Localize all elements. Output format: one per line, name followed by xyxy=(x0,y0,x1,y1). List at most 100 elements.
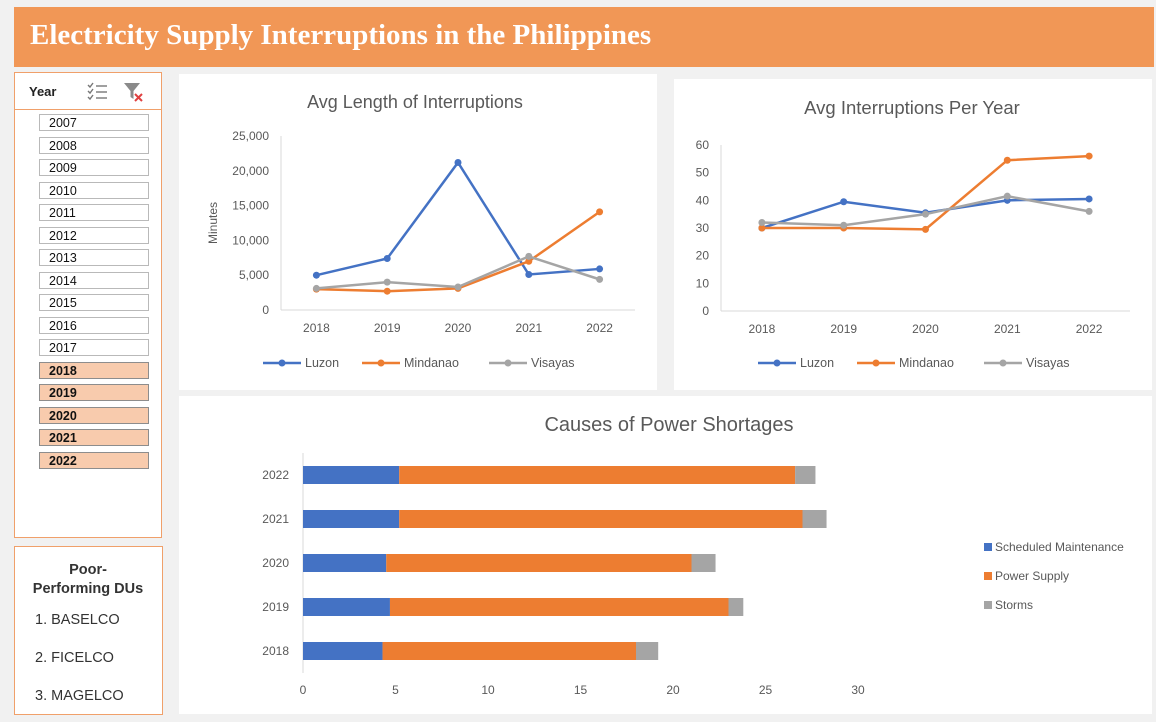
series-line-mindanao xyxy=(316,210,601,293)
du-item: 1. BASELCO xyxy=(35,612,120,628)
slicer-item-2014[interactable]: 2014 xyxy=(39,271,149,289)
year-slicer: Year 2007 2008 2009 2010 2011 2012 2013 2014 201… xyxy=(14,72,162,538)
bar-scheduled-maintenance xyxy=(303,466,400,484)
legend-swatch xyxy=(984,601,992,609)
slicer-item-2017[interactable]: 2017 xyxy=(39,339,149,356)
bar-storms xyxy=(728,598,744,616)
bar-power-supply xyxy=(382,642,636,660)
data-point-visayas xyxy=(596,275,604,283)
slicer-item-2009[interactable]: 2009 xyxy=(39,159,149,176)
slicer-item-2010[interactable]: 2010 xyxy=(39,181,149,199)
x-tick-label: 5 xyxy=(392,683,399,697)
bar-power-supply xyxy=(399,466,796,484)
x-tick-label: 2020 xyxy=(445,321,472,335)
data-point-visayas xyxy=(312,284,320,292)
data-point-visayas xyxy=(454,283,462,291)
du-title: Poor- Performing DUs xyxy=(15,561,161,599)
y-tick-label: 10,000 xyxy=(232,233,269,247)
legend-swatch xyxy=(984,543,992,551)
data-point-visayas xyxy=(525,252,533,260)
y-tick-label: 25,000 xyxy=(232,129,269,143)
data-point-luzon xyxy=(840,198,848,206)
avg-length-chart: Avg Length of Interruptions 0 5,000 10,000 1… xyxy=(206,92,635,370)
x-tick-label: 2018 xyxy=(303,321,330,335)
poor-performing-dus-box: Poor- Performing DUs 1. BASELCO 2. FICEL… xyxy=(14,546,163,715)
legend-swatch-marker xyxy=(872,359,880,367)
data-point-luzon xyxy=(1085,195,1093,203)
slicer-item-2019[interactable]: 2019 xyxy=(39,384,149,401)
chart-title: Avg Length of Interruptions xyxy=(307,92,523,112)
slicer-item-2011[interactable]: 2011 xyxy=(39,204,149,221)
slicer-item-2022[interactable]: 2022 xyxy=(39,451,149,469)
bar-scheduled-maintenance xyxy=(303,510,400,528)
legend-label-mindanao: Mindanao xyxy=(899,356,954,370)
y-tick-label: 30 xyxy=(696,221,710,235)
dashboard-title: Electricity Supply Interruptions in the … xyxy=(30,19,652,51)
slicer-label: Year xyxy=(29,84,57,99)
avg-interruptions-chart: Avg Interruptions Per Year 0 10 20 30 40 50 60 2… xyxy=(696,97,1130,370)
legend-swatch-marker xyxy=(999,359,1007,367)
slicer-item-2008[interactable]: 2008 xyxy=(39,136,149,154)
series-line-luzon xyxy=(316,160,600,277)
slicer-item-2016[interactable]: 2016 xyxy=(39,316,149,334)
legend-swatch-marker xyxy=(278,359,286,367)
y-tick-label: 40 xyxy=(696,193,710,207)
x-tick-label: 15 xyxy=(574,683,588,697)
avg-interruptions-chart-panel: Avg Interruptions Per Year 0 10 20 30 40 50 60 2… xyxy=(674,79,1152,390)
y-tick-label: 2019 xyxy=(262,600,289,614)
y-tick-label: 0 xyxy=(702,304,709,318)
legend-label-visayas: Visayas xyxy=(1026,356,1070,370)
du-title-line2: Performing DUs xyxy=(32,581,144,597)
x-tick-label: 2020 xyxy=(912,322,939,336)
bar-storms xyxy=(691,554,716,572)
x-tick-label: 2022 xyxy=(586,321,613,335)
y-tick-label: 5,000 xyxy=(239,268,269,282)
legend-swatch xyxy=(984,572,992,580)
y-axis-label: Minutes xyxy=(206,202,220,244)
y-tick-label: 20,000 xyxy=(232,164,269,178)
slicer-item-2020[interactable]: 2020 xyxy=(39,406,149,424)
legend-label-visayas: Visayas xyxy=(531,356,575,370)
data-point-luzon xyxy=(454,158,462,166)
data-point-mindanao xyxy=(525,257,533,265)
slicer-item-2013[interactable]: 2013 xyxy=(39,249,149,266)
multi-select-icon[interactable] xyxy=(85,80,109,104)
slicer-item-2012[interactable]: 2012 xyxy=(39,226,149,244)
data-point-visayas xyxy=(922,210,929,218)
y-tick-label: 0 xyxy=(262,303,269,317)
data-point-luzon xyxy=(596,265,604,273)
legend-label: Storms xyxy=(995,598,1033,612)
slicer-item-2015[interactable]: 2015 xyxy=(39,294,149,311)
x-tick-label: 10 xyxy=(481,683,495,697)
data-point-visayas xyxy=(1085,207,1093,215)
legend-label: Scheduled Maintenance xyxy=(995,540,1124,554)
data-point-mindanao xyxy=(758,224,766,232)
slicer-item-2018[interactable]: 2018 xyxy=(39,361,149,379)
du-title-line1: Poor- xyxy=(69,562,107,578)
x-tick-label: 2022 xyxy=(1076,322,1103,336)
data-point-luzon xyxy=(312,271,320,279)
bar-power-supply xyxy=(389,598,729,616)
y-tick-label: 60 xyxy=(696,138,710,152)
data-point-mindanao xyxy=(922,225,929,233)
data-point-mindanao xyxy=(1003,156,1011,164)
causes-chart-panel: Causes of Power Shortages 0 5 10 15 20 25 30 201… xyxy=(179,396,1152,714)
legend-label-luzon: Luzon xyxy=(800,356,834,370)
legend-label-mindanao: Mindanao xyxy=(404,356,459,370)
x-tick-label: 25 xyxy=(759,683,773,697)
slicer-header: Year xyxy=(15,73,161,110)
clear-filter-icon[interactable] xyxy=(121,80,145,104)
data-point-visayas xyxy=(840,221,848,229)
data-point-visayas xyxy=(758,218,766,226)
bar-power-supply xyxy=(386,554,692,572)
x-tick-label: 0 xyxy=(300,683,307,697)
du-item: 3. MAGELCO xyxy=(35,688,124,704)
y-tick-label: 2020 xyxy=(262,556,289,570)
legend-swatch-marker xyxy=(773,359,781,367)
slicer-item-2007[interactable]: 2007 xyxy=(39,114,149,131)
x-tick-label: 30 xyxy=(851,683,865,697)
slicer-item-2021[interactable]: 2021 xyxy=(39,429,149,446)
x-tick-label: 2019 xyxy=(374,321,401,335)
bar-storms xyxy=(795,466,816,484)
data-point-visayas xyxy=(383,278,391,286)
